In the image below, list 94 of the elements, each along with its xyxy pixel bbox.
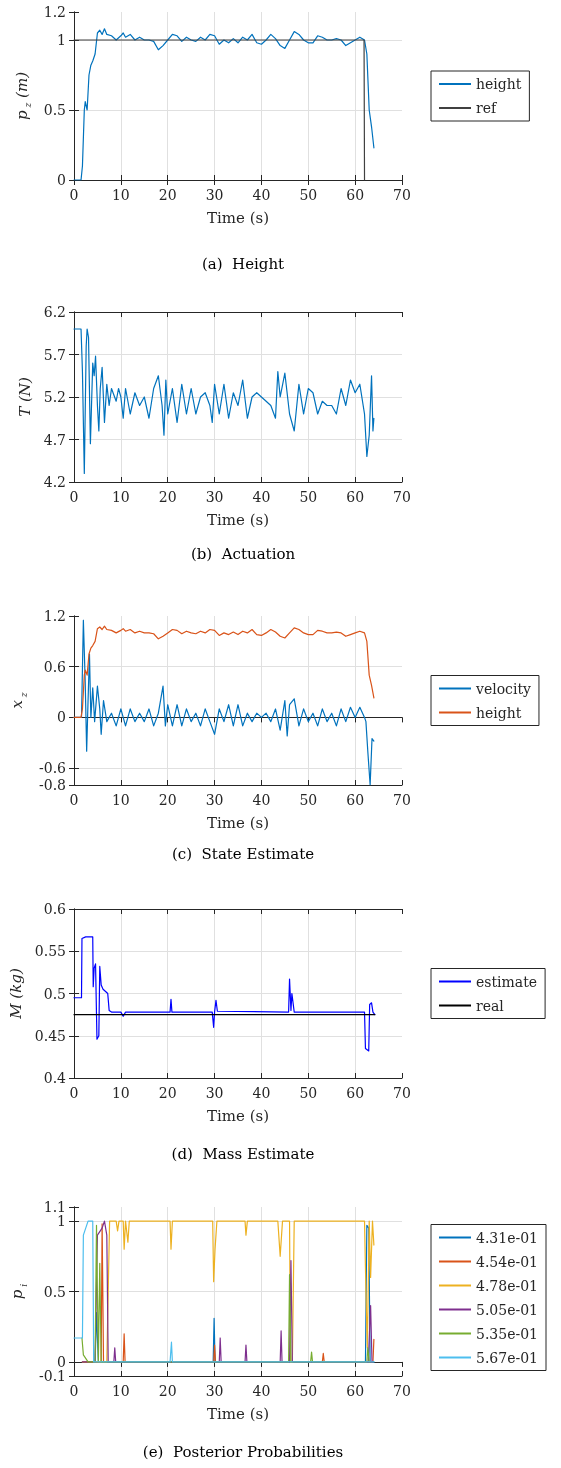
x-tick-label: 70	[393, 489, 411, 505]
x-axis-title: Time (s)	[206, 1404, 270, 1423]
x-tick-label: 70	[393, 187, 411, 203]
y-tick-label: 0.5	[43, 1283, 66, 1300]
x-tick-label: 60	[346, 1383, 365, 1399]
x-tick-label: 40	[252, 1085, 271, 1101]
x-tick-label: 50	[299, 489, 318, 505]
x-tick-label: 40	[252, 1383, 271, 1399]
text: (a) Height	[201, 254, 285, 273]
y-tick-label: 0	[57, 172, 66, 188]
x-tick-label: 70	[393, 1383, 411, 1399]
y-tick-label: 0.45	[34, 1027, 66, 1044]
x-tick-label: 30	[205, 489, 224, 505]
y-tick-label: 4.2	[43, 474, 66, 490]
y-tick-label: -0.1	[39, 1368, 66, 1384]
x-tick-label: 40	[252, 792, 271, 808]
y-tick-label: -0.8	[39, 777, 66, 793]
y-tick-label: 0	[57, 1353, 66, 1370]
x-axis-title: Time (s)	[206, 813, 270, 832]
y-tick-label: 1	[57, 1213, 66, 1230]
legend-label: 5.35e-01	[476, 1325, 539, 1342]
x-tick-label: 50	[299, 1085, 318, 1101]
y-tick-label: 1.2	[43, 608, 66, 624]
y-tick-label: 0.6	[43, 658, 67, 675]
legend-label: 4.31e-01	[476, 1229, 539, 1246]
y-tick-label: 1.1	[43, 1199, 66, 1215]
text: (b) Actuation	[190, 544, 296, 563]
x-tick-label: 0	[69, 792, 79, 808]
legend-label: 4.54e-01	[476, 1253, 539, 1270]
y-tick-label: 0.55	[34, 943, 66, 960]
y-tick-label: 0.6	[43, 901, 67, 917]
x-tick-label: 40	[252, 187, 271, 203]
y-tick-label: 1.2	[43, 4, 66, 20]
x-tick-label: 0	[69, 1383, 79, 1399]
y-axis-title: xz	[8, 692, 29, 709]
x-tick-label: 30	[205, 187, 224, 203]
x-tick-label: 0	[69, 1085, 79, 1101]
y-tick-label: 0.5	[43, 102, 66, 118]
x-axis-title: Time (s)	[206, 510, 270, 529]
x-tick-label: 30	[205, 792, 224, 808]
x-tick-label: 20	[158, 1085, 177, 1101]
y-tick-label: 0	[57, 709, 66, 726]
x-tick-label: 10	[111, 1383, 130, 1399]
legend-label: 5.05e-01	[476, 1301, 539, 1318]
x-axis-title: Time (s)	[206, 208, 270, 227]
y-tick-label: 0.5	[43, 985, 66, 1002]
y-tick-label: 5.2	[43, 389, 66, 405]
x-tick-label: 60	[346, 792, 365, 808]
x-tick-label: 30	[205, 1085, 224, 1101]
x-tick-label: 60	[346, 1085, 365, 1101]
legend-label: height	[476, 704, 522, 721]
x-tick-label: 0	[69, 187, 79, 203]
x-tick-label: 40	[252, 489, 271, 505]
y-tick-label: 5.7	[43, 346, 66, 363]
line-series	[73, 936, 376, 1052]
legend-label: velocity	[475, 680, 532, 697]
line-series	[73, 625, 375, 718]
x-tick-label: 60	[346, 489, 365, 505]
x-tick-label: 10	[111, 1085, 130, 1101]
legend-label: height	[476, 76, 522, 92]
y-tick-label: 4.7	[43, 431, 66, 448]
x-tick-label: 60	[346, 187, 365, 203]
x-axis-title: Time (s)	[206, 1106, 270, 1125]
x-tick-label: 30	[205, 1383, 224, 1399]
x-tick-label: 20	[158, 1383, 177, 1399]
x-tick-label: 0	[69, 489, 79, 505]
y-tick-label: 6.2	[43, 304, 66, 320]
text: (d) Mass Estimate	[171, 1144, 315, 1163]
x-tick-label: 10	[111, 792, 130, 808]
y-axis-title: pi	[8, 1283, 29, 1300]
text: (e) Posterior Probabilities	[142, 1442, 344, 1461]
legend-label: estimate	[476, 973, 538, 990]
x-tick-label: 50	[299, 792, 318, 808]
legend-label: 5.67e-01	[476, 1349, 539, 1366]
x-tick-label: 10	[111, 489, 130, 505]
legend-label: real	[476, 997, 505, 1014]
y-axis-title: M (kg)	[7, 968, 26, 1020]
y-tick-label: -0.6	[39, 760, 67, 777]
x-tick-label: 50	[299, 187, 318, 203]
x-tick-label: 70	[393, 792, 411, 808]
legend-label: ref	[476, 100, 498, 116]
y-axis-title: T (N)	[16, 377, 35, 417]
text: (c) State Estimate	[171, 844, 315, 863]
line-series	[73, 328, 375, 475]
x-tick-label: 20	[158, 489, 177, 505]
x-tick-label: 50	[299, 1383, 318, 1399]
x-tick-label: 70	[393, 1085, 411, 1101]
y-axis-title: pz (m)	[12, 71, 34, 121]
legend-label: 4.78e-01	[476, 1277, 539, 1294]
x-tick-label: 20	[158, 187, 177, 203]
x-tick-label: 20	[158, 792, 177, 808]
y-tick-label: 0.4	[43, 1070, 67, 1086]
y-tick-label: 1	[57, 32, 66, 48]
x-tick-label: 10	[111, 187, 130, 203]
